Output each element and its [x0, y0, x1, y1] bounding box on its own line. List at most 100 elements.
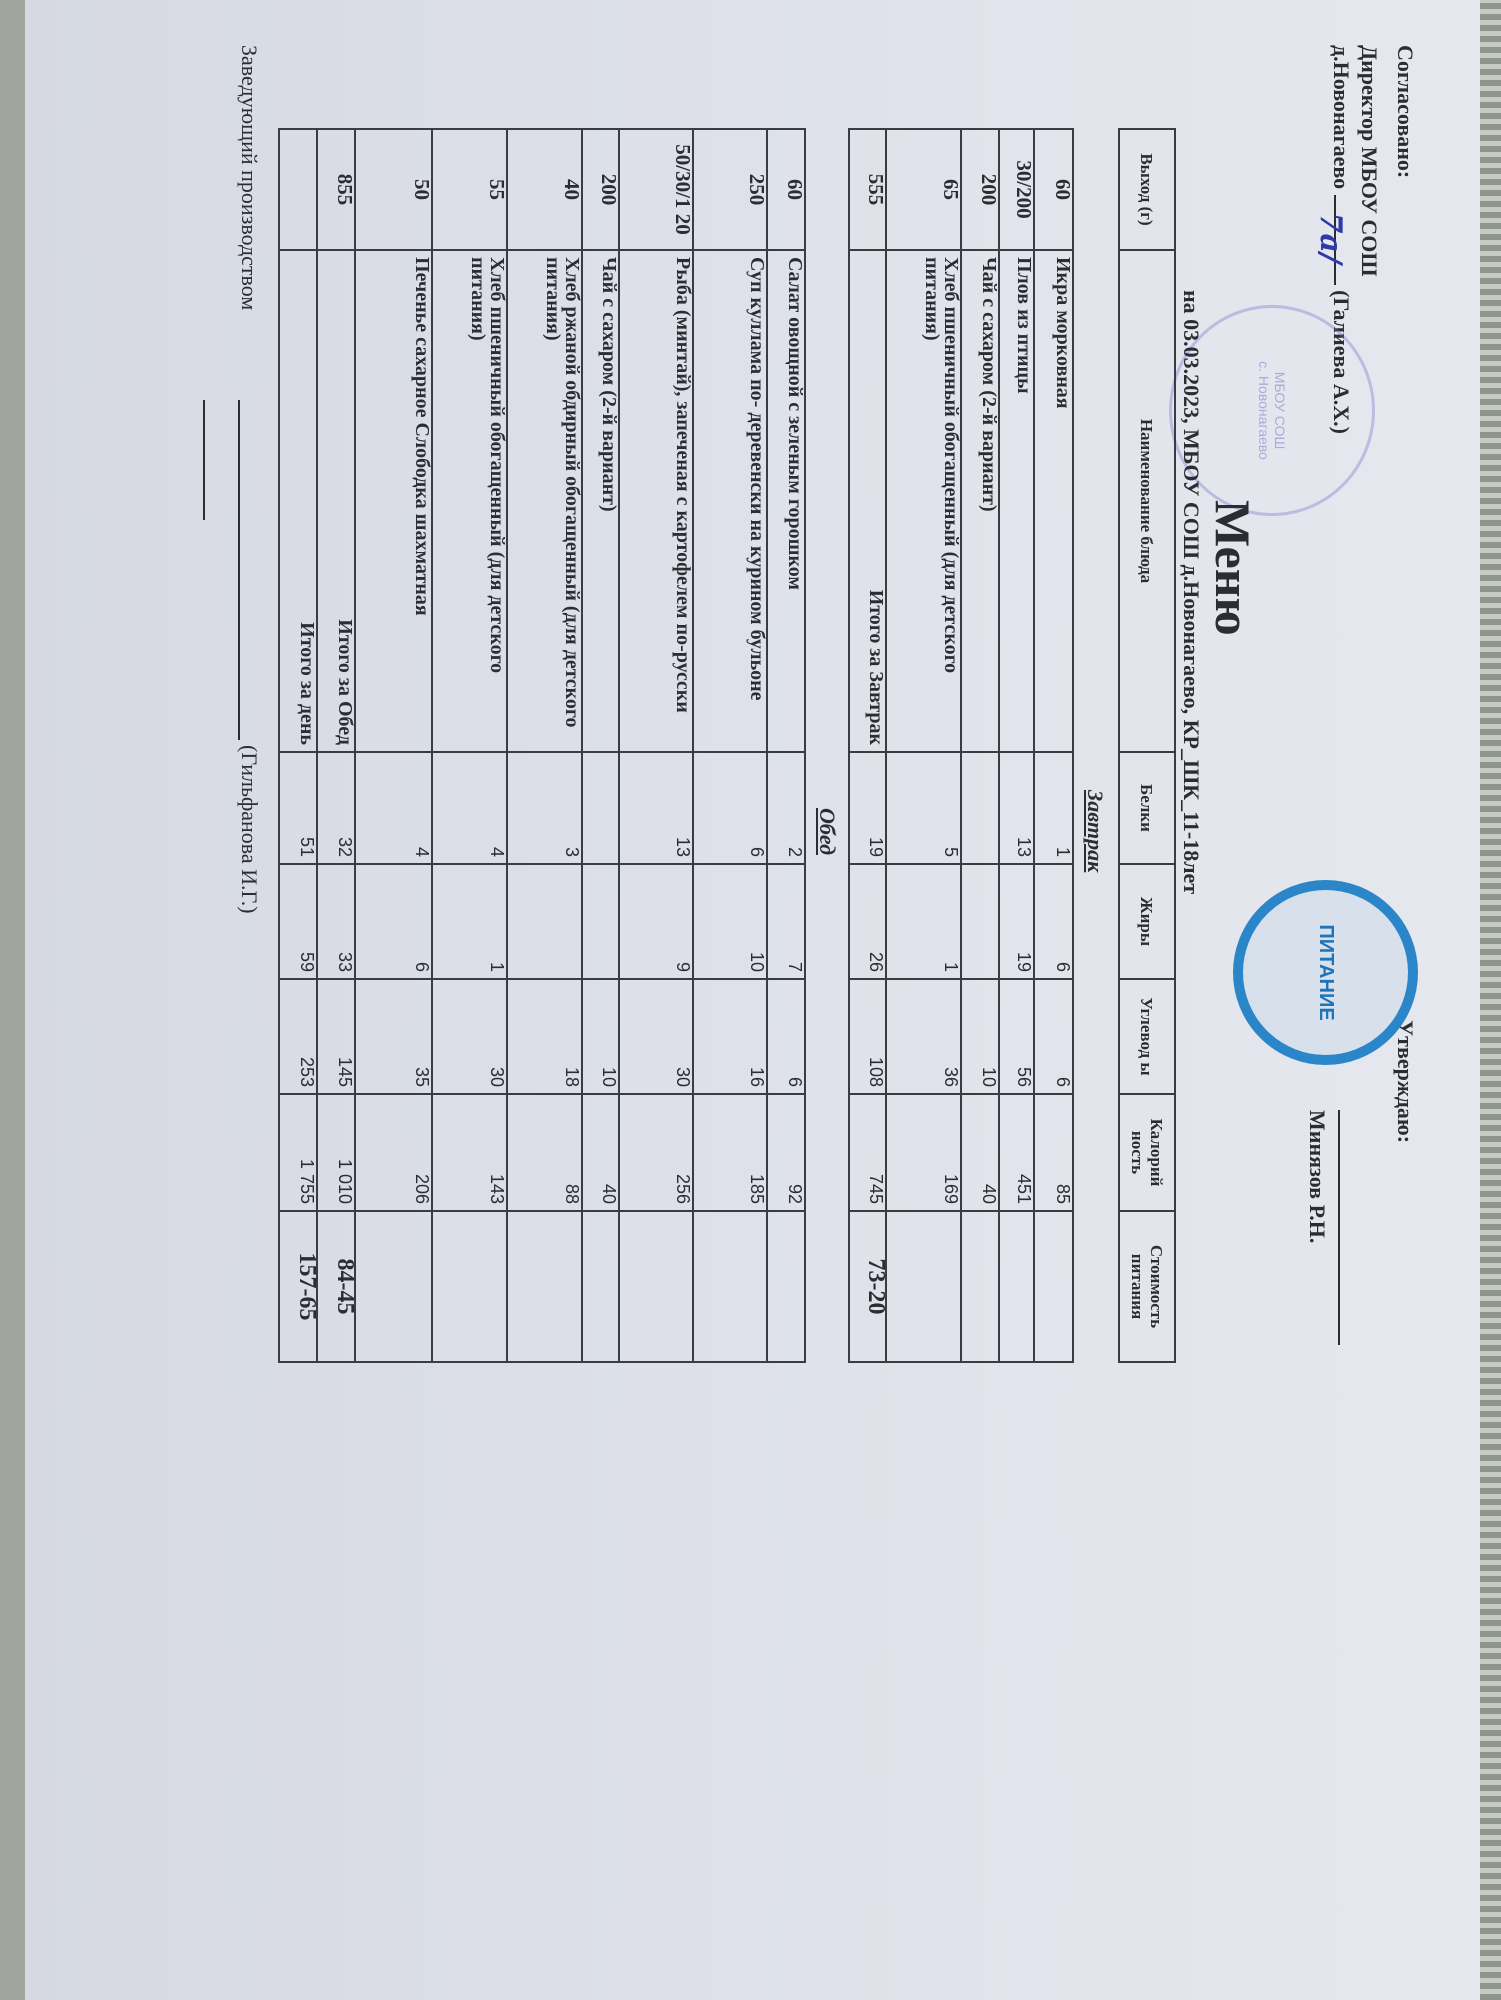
cell-fat: 6	[1034, 864, 1073, 979]
cell-fat: 33	[317, 864, 355, 979]
menu-table-header: Выход (г) Наименование блюда Белки Жиры …	[1118, 128, 1176, 1363]
cell-fat: 9	[619, 864, 693, 979]
cell-yield: 200	[961, 129, 1001, 250]
cell-cost	[432, 1211, 507, 1362]
lunch-table: 60 Салат овощной с зеленым горошком 2 7 6 92 2…	[278, 128, 807, 1363]
cell-calories: 92	[767, 1094, 805, 1211]
cell-yield: 60	[1034, 129, 1075, 250]
cell-fat	[507, 864, 582, 979]
cell-protein: 32	[317, 752, 355, 864]
cell-protein: 2	[767, 752, 805, 864]
cell-carbs: 56	[999, 979, 1034, 1094]
director-title: Директор МБОУ СОШ	[1357, 45, 1382, 277]
cell-calories: 40	[961, 1094, 999, 1211]
table-row: 30/200 Плов из птицы 13 19 56 451	[999, 129, 1036, 1362]
column-cost: Стоимость питания	[1119, 1211, 1175, 1362]
cell-dish-name: Плов из птицы	[999, 250, 1035, 752]
cell-fat	[582, 864, 619, 979]
cell-protein: 4	[355, 752, 432, 864]
cell-carbs: 6	[767, 979, 805, 1094]
cell-calories: 143	[432, 1094, 507, 1211]
cell-dish-name: Чай с сахаром (2-й вариант)	[961, 250, 1000, 752]
column-dish-name: Наименование блюда	[1119, 250, 1175, 752]
cell-dish-name: Итого за Завтрак	[849, 250, 887, 752]
cell-carbs: 10	[582, 979, 619, 1094]
cell-fat: 6	[355, 864, 432, 979]
cell-cost: 157-65	[279, 1211, 320, 1362]
column-carbs: Углевод ы	[1119, 979, 1175, 1094]
cell-calories: 745	[849, 1094, 886, 1211]
cell-calories: 1 755	[279, 1094, 317, 1211]
cell-fat	[961, 864, 999, 979]
table-row: 200 Чай с сахаром (2-й вариант) 10 40	[582, 129, 621, 1362]
cell-yield: 200	[582, 129, 621, 250]
cell-dish-name: Итого за день	[279, 250, 318, 752]
cell-protein: 13	[999, 752, 1034, 864]
catering-stamp: ПИТАНИЕ	[1233, 880, 1418, 1065]
table-row: 50/30/1 20 Рыба (минтай), запеченая с кар…	[619, 129, 695, 1362]
footer-signature-line	[238, 400, 240, 740]
cell-protein: 5	[886, 752, 961, 864]
cell-protein	[961, 752, 999, 864]
page-subtitle: на 03.03.2023, МБОУ СОШ д.Новонагаево, К…	[1179, 290, 1204, 895]
table-row: 50 Печенье сахарное Слободка шахматная 4 6 3…	[355, 129, 434, 1362]
cell-cost	[961, 1211, 999, 1362]
lunch-heading: Обед	[815, 808, 840, 855]
breakfast-heading: Завтрак	[1083, 790, 1108, 873]
cell-calories: 206	[355, 1094, 432, 1211]
cell-protein: 4	[432, 752, 507, 864]
cell-yield: 855	[317, 129, 357, 250]
cell-yield: 250	[693, 129, 769, 250]
cell-yield: 50	[355, 129, 434, 250]
approval-signature-line	[1338, 1110, 1340, 1345]
table-row: 55 Хлеб пшеничный обогащенный (для детско…	[432, 129, 509, 1362]
footer-name: (Гильфанова И.Г.)	[237, 745, 262, 914]
cell-protein: 51	[279, 752, 317, 864]
cell-cost	[767, 1211, 805, 1362]
cell-carbs: 30	[619, 979, 693, 1094]
cell-cost: 84-45	[317, 1211, 358, 1362]
cell-carbs: 6	[1034, 979, 1073, 1094]
cell-yield: 555	[849, 129, 888, 250]
table-row: 250 Суп куллама по- деревенски на курином…	[693, 129, 769, 1362]
cell-cost	[693, 1211, 767, 1362]
cell-calories: 451	[999, 1094, 1034, 1211]
cell-calories: 85	[1034, 1094, 1073, 1211]
cell-dish-name: Рыба (минтай), запеченая с картофелем по…	[619, 250, 694, 752]
cell-carbs: 16	[693, 979, 767, 1094]
cell-fat: 59	[279, 864, 317, 979]
cell-carbs: 253	[279, 979, 317, 1094]
cell-cost	[1034, 1211, 1073, 1362]
table-row: 60 Икра морковная 1 6 6 85	[1034, 129, 1075, 1362]
school-stamp-place: с. Новонагаево	[1256, 361, 1272, 460]
cell-fat: 1	[886, 864, 961, 979]
cell-dish-name: Итого за Обед	[317, 250, 356, 752]
signature-icon: 7a/	[1313, 212, 1348, 264]
breakfast-table: 60 Икра морковная 1 6 6 85 30/200 Плов из птицы…	[848, 128, 1075, 1363]
column-yield: Выход (г)	[1119, 129, 1175, 250]
cell-calories: 88	[507, 1094, 582, 1211]
cell-fat: 1	[432, 864, 507, 979]
cell-carbs: 10	[961, 979, 999, 1094]
cell-dish-name: Икра морковная	[1034, 250, 1074, 752]
cell-protein: 6	[693, 752, 767, 864]
footer-role: Заведующий производством	[237, 45, 262, 311]
total-row: 855 Итого за Обед 32 33 145 1 010 84-45	[317, 129, 358, 1362]
cell-yield: 40	[507, 129, 584, 250]
cell-cost	[886, 1211, 961, 1362]
signature-line: 7a/	[1313, 194, 1348, 285]
total-row: Итого за день 51 59 253 1 755 157-65	[279, 129, 320, 1362]
cell-dish-name: Хлеб ржаной обдирный обогащенный (для де…	[507, 250, 583, 752]
village-name: д.Новонагаево	[1329, 45, 1354, 190]
cell-yield: 55	[432, 129, 509, 250]
cell-fat: 10	[693, 864, 767, 979]
cell-cost	[999, 1211, 1034, 1362]
cell-cost	[355, 1211, 432, 1362]
column-protein: Белки	[1119, 752, 1175, 864]
cell-carbs: 145	[317, 979, 355, 1094]
table-row: 65 Хлеб пшеничный обогащенный (для детско…	[886, 129, 963, 1362]
agreed-label: Согласовано:	[1393, 45, 1418, 179]
cell-dish-name: Хлеб пшеничный обогащенный (для детского…	[886, 250, 962, 752]
cell-carbs: 18	[507, 979, 582, 1094]
cell-cost	[507, 1211, 582, 1362]
